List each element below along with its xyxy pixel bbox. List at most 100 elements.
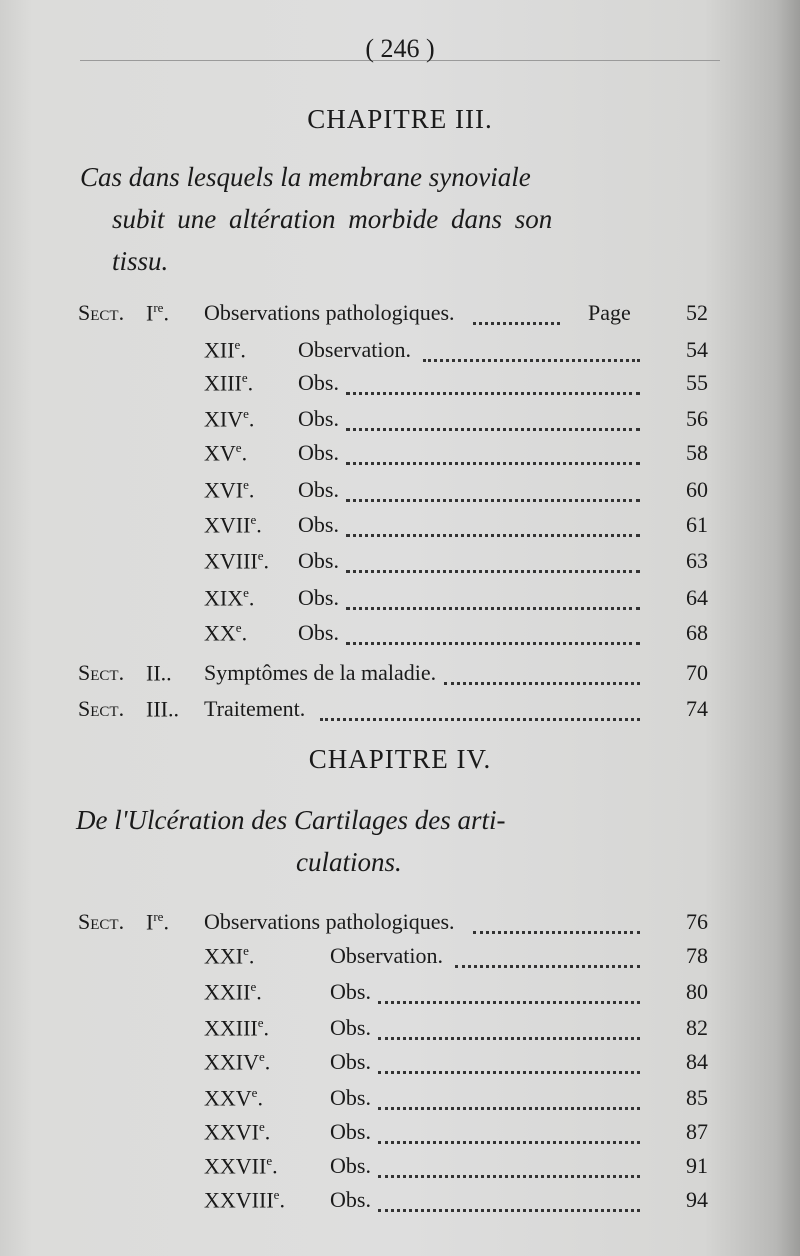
dot-leader [473, 931, 640, 934]
dot-leader [378, 1107, 640, 1110]
entry-text: Traitement. [204, 696, 306, 721]
toc-entry: Sect. Ire. Observations pathologiques. 76 [0, 909, 800, 943]
dot-leader [378, 1001, 640, 1004]
entry-text: Obs. [298, 585, 339, 610]
header-rule [80, 60, 720, 61]
toc-entry: XVIIe. Obs. 61 [0, 512, 800, 546]
roman-numeral: XXIIIe. [204, 1015, 270, 1041]
chapter-4-heading: CHAPITRE IV. [308, 744, 492, 774]
roman-numeral: XXIIe. [204, 979, 262, 1005]
page-reference: 74 [686, 696, 708, 721]
roman-numeral: XIXe. [204, 585, 255, 611]
toc-entry: XXVIIe. Obs. 91 [0, 1153, 800, 1187]
entry-text: Obs. [298, 440, 339, 465]
dot-leader [346, 607, 640, 610]
page-reference: 82 [686, 1015, 708, 1040]
toc-entry: XVIe. Obs. 60 [0, 477, 800, 511]
dot-leader [378, 1141, 640, 1144]
entry-text: Obs. [298, 620, 339, 645]
roman-numeral: Ire. [146, 909, 169, 935]
dot-leader [346, 499, 640, 502]
roman-numeral: XXVe. [204, 1085, 263, 1111]
dot-leader [378, 1071, 640, 1074]
page-reference: 68 [686, 620, 708, 645]
toc-entry: XXe. Obs. 68 [0, 620, 800, 654]
toc-entry: Sect. II.. Symptômes de la maladie. 70 [0, 660, 800, 694]
chapter-3-title-line: subit une altération morbide dans son [112, 204, 553, 234]
roman-numeral: XXVIIIe. [204, 1187, 285, 1213]
roman-numeral: XVIIIe. [204, 548, 270, 574]
section-label: Sect. [78, 300, 125, 325]
roman-numeral: XXIe. [204, 943, 255, 969]
entry-text: Obs. [298, 406, 339, 431]
dot-leader [346, 534, 640, 537]
entry-text: Symptômes de la maladie. [204, 660, 437, 685]
roman-numeral: XVe. [204, 440, 248, 466]
toc-entry: Sect. Ire. Observations pathologiques. Page… [0, 300, 800, 334]
roman-numeral: Ire. [146, 300, 169, 326]
dot-leader [378, 1209, 640, 1212]
entry-text: Observations pathologiques. [204, 300, 455, 325]
page-reference: 76 [686, 909, 708, 934]
roman-numeral: XXIVe. [204, 1049, 271, 1075]
dot-leader [346, 428, 640, 431]
page-reference: 87 [686, 1119, 708, 1144]
dot-leader [346, 642, 640, 645]
toc-entry: Sect. III.. Traitement. 74 [0, 696, 800, 730]
dot-leader [378, 1175, 640, 1178]
roman-numeral: XXVIIe. [204, 1153, 278, 1179]
toc-entry: XXVIIIe. Obs. 94 [0, 1187, 800, 1221]
chapter-4-title-line: De l'Ulcération des Cartilages des arti- [76, 805, 506, 835]
entry-text: Obs. [298, 512, 339, 537]
page-number: ( 246 ) [365, 34, 435, 63]
page-label: Page [588, 300, 631, 325]
page-reference: 56 [686, 406, 708, 431]
dot-leader [423, 359, 640, 362]
dot-leader [319, 718, 640, 721]
entry-text: Observation. [298, 337, 412, 362]
entry-text: Obs. [330, 1187, 371, 1212]
entry-text: Obs. [330, 1085, 371, 1110]
page-reference: 64 [686, 585, 708, 610]
section-label: Sect. [78, 696, 125, 721]
roman-numeral: XXVIe. [204, 1119, 271, 1145]
entry-text: Obs. [298, 548, 339, 573]
chapter-3-title-line: tissu. [112, 246, 169, 276]
roman-numeral: XIVe. [204, 406, 255, 432]
page-reference: 70 [686, 660, 708, 685]
page-reference: 78 [686, 943, 708, 968]
page-reference: 94 [686, 1187, 708, 1212]
page-reference: 80 [686, 979, 708, 1004]
page-reference: 63 [686, 548, 708, 573]
page-reference: 91 [686, 1153, 708, 1178]
chapter-3-title-line: Cas dans lesquels la membrane synoviale [80, 162, 531, 192]
toc-entry: XVe. Obs. 58 [0, 440, 800, 474]
roman-numeral: II.. [146, 660, 172, 686]
chapter-4-title-line: culations. [296, 847, 402, 877]
toc-entry: XXVe. Obs. 85 [0, 1085, 800, 1119]
section-label: Sect. [78, 909, 125, 934]
roman-numeral: III.. [146, 696, 179, 722]
page-reference: 58 [686, 440, 708, 465]
roman-numeral: XIIIe. [204, 370, 254, 396]
section-label: Sect. [78, 660, 125, 685]
toc-entry: XXIIe. Obs. 80 [0, 979, 800, 1013]
page-reference: 61 [686, 512, 708, 537]
toc-entry: XIIe. Observation. 54 [0, 337, 800, 371]
entry-text: Obs. [330, 979, 371, 1004]
toc-entry: XXVIe. Obs. 87 [0, 1119, 800, 1153]
dot-leader [346, 392, 640, 395]
toc-entry: XIVe. Obs. 56 [0, 406, 800, 440]
toc-entry: XIIIe. Obs. 55 [0, 370, 800, 404]
entry-text: Obs. [330, 1153, 371, 1178]
dot-leader [346, 570, 640, 573]
page-reference: 85 [686, 1085, 708, 1110]
page-reference: 54 [686, 337, 708, 362]
roman-numeral: XXe. [204, 620, 248, 646]
dot-leader [473, 322, 560, 325]
toc-entry: XIXe. Obs. 64 [0, 585, 800, 619]
dot-leader [346, 462, 640, 465]
toc-entry: XXIIIe. Obs. 82 [0, 1015, 800, 1049]
entry-text: Obs. [298, 370, 339, 395]
roman-numeral: XVIIe. [204, 512, 262, 538]
